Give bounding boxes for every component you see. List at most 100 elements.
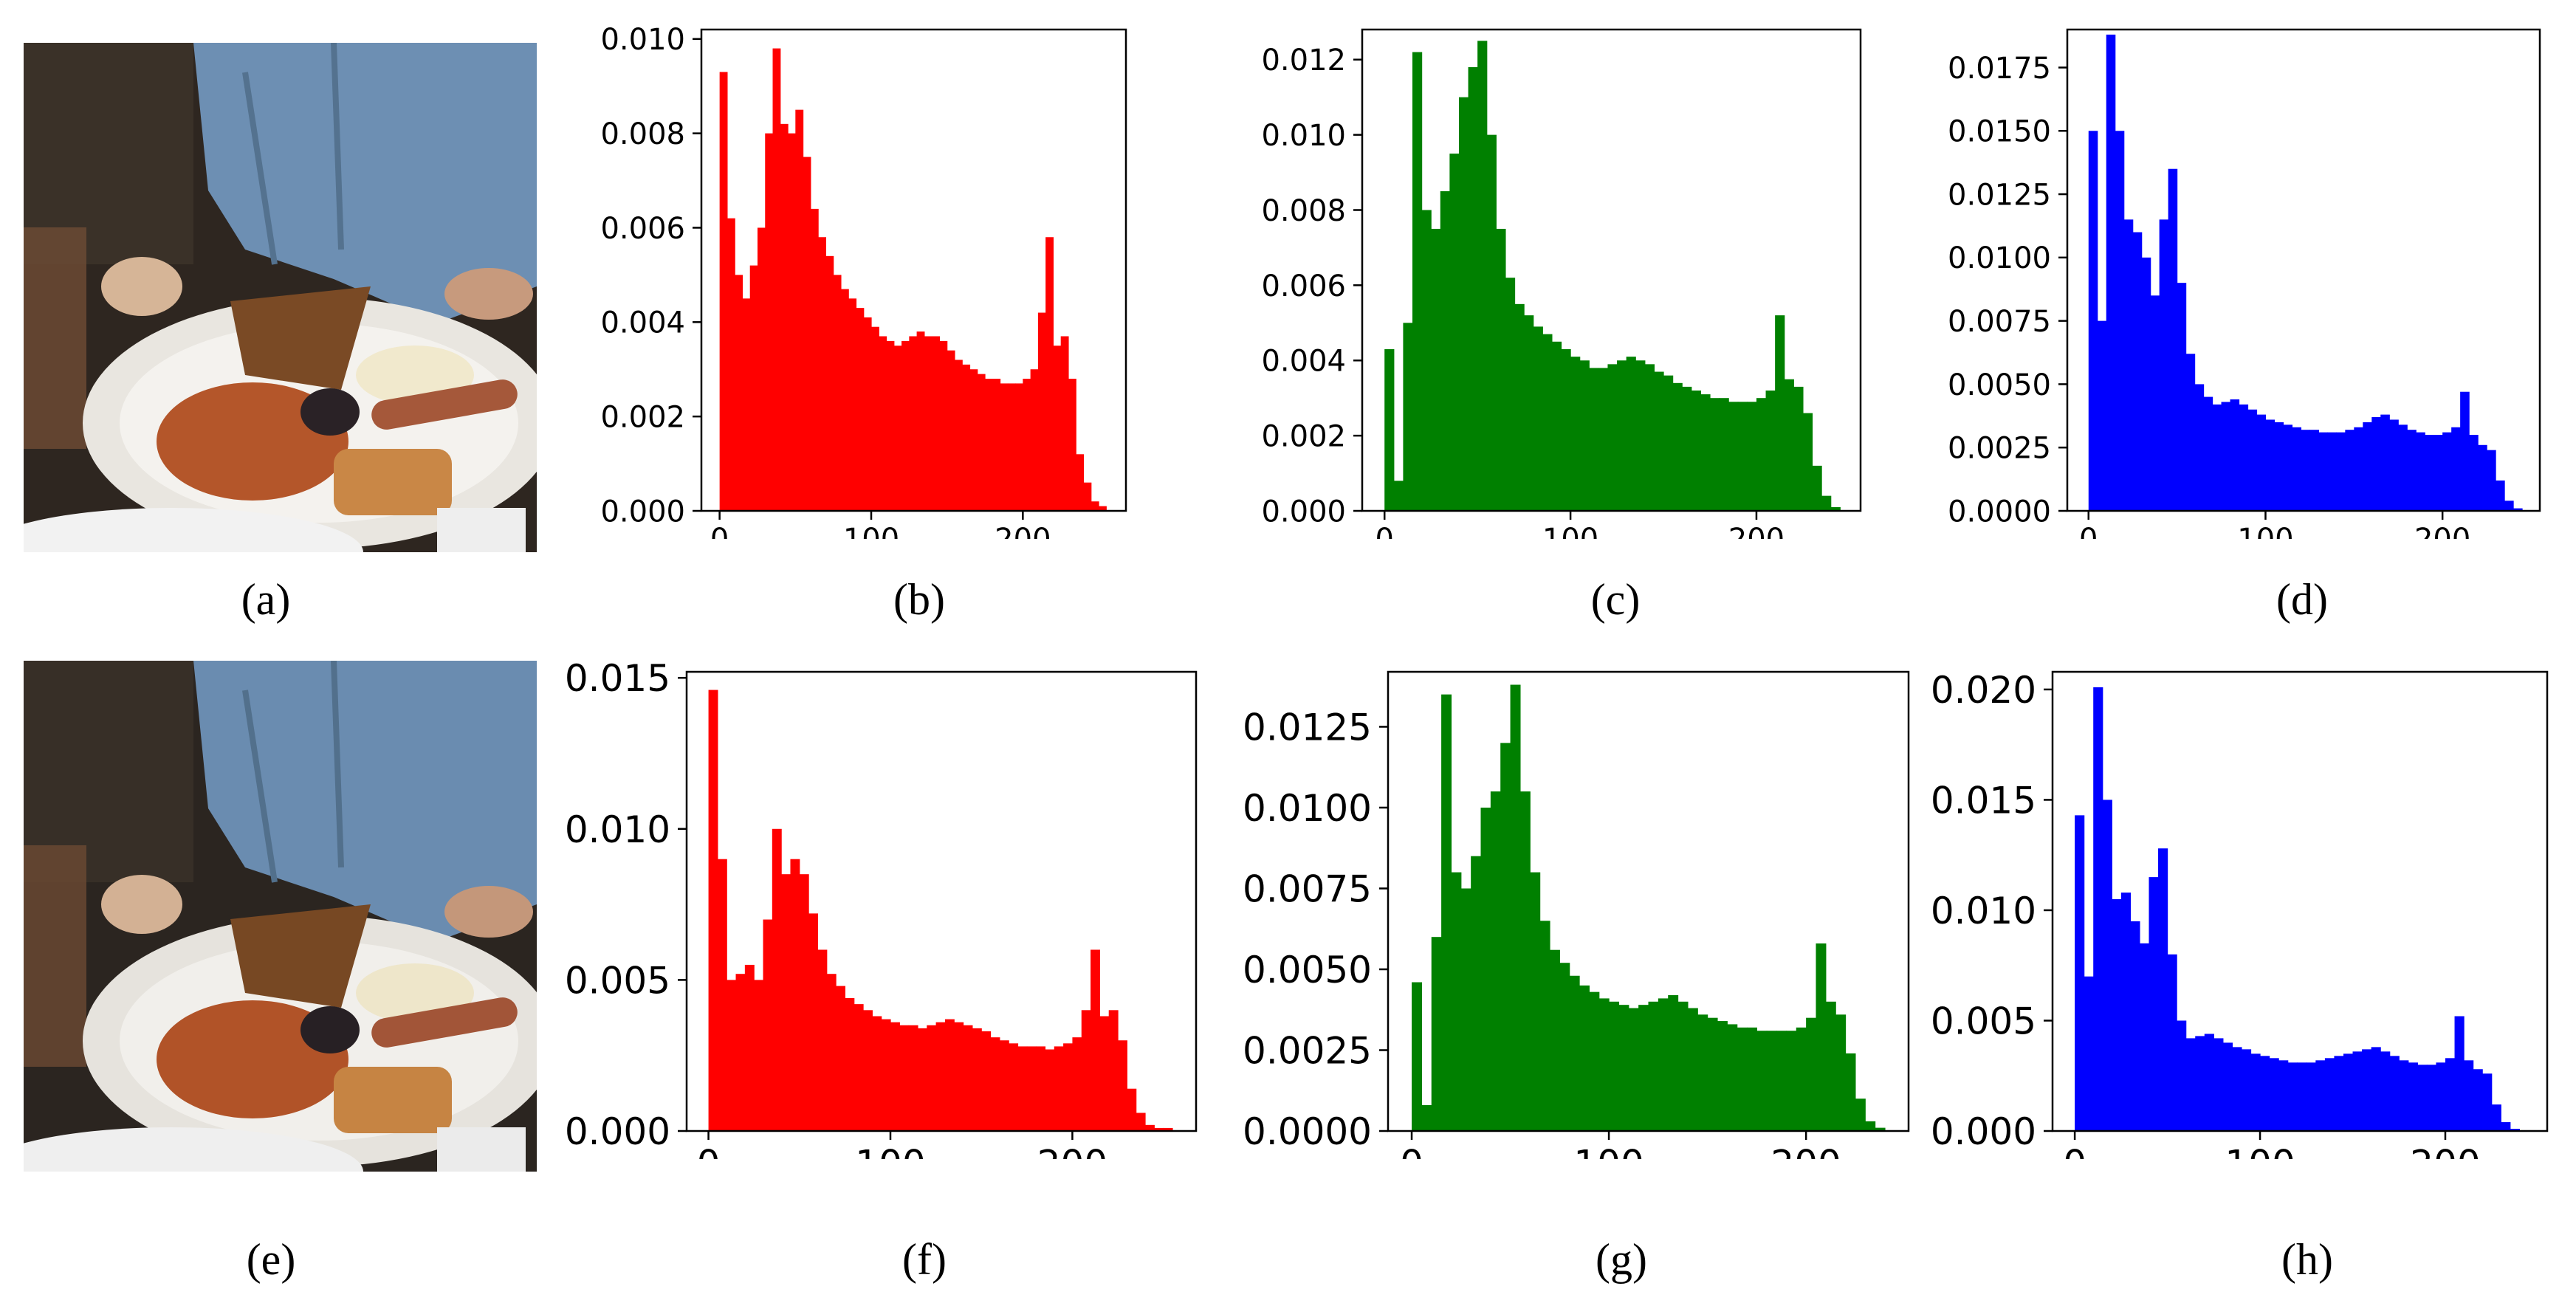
histogram-bar [1551,341,1562,511]
histogram-bar [1154,1127,1164,1131]
histogram-bar [1108,1010,1119,1131]
histogram-bar [2212,404,2222,511]
histogram-bar [1036,1046,1046,1131]
histogram-bar [2352,1051,2363,1131]
histogram-bar [1000,383,1009,511]
histogram-bar [2093,687,2103,1131]
histogram-bar [992,379,1001,511]
histogram-bar [2336,432,2346,511]
x-tick-label: 100 [2237,523,2293,539]
histogram-bar [1441,694,1452,1131]
histogram-bar [749,265,758,511]
histogram-bar [2260,1056,2270,1131]
histogram-bar [1598,368,1609,511]
histogram-bar [2221,402,2231,511]
histogram-bar [1687,1008,1698,1131]
histogram-bar [927,1025,937,1131]
histogram-bar [2362,1049,2372,1131]
x-tick-label: 0 [2063,1143,2086,1160]
histogram-c: 0.000 0.002 0.004 0.006 0.008 0.010 0.012 0 100 2… [1261,28,1862,539]
histogram-bar [1549,949,1560,1131]
caption-c: (c) [1590,575,1641,624]
histogram-bar [2371,1047,2381,1131]
histogram-bar [735,974,746,1131]
histogram-bar [2194,384,2205,511]
histogram-bar [836,986,845,1131]
histogram-bar [1709,398,1720,511]
histogram-bar [924,336,932,511]
histogram-bar [2232,1047,2242,1131]
histogram-bar [2269,1058,2279,1131]
histogram-bar [1037,312,1046,511]
caption-d: (d) [2276,575,2328,624]
histogram-bar [1412,982,1422,1131]
histogram-bar [799,874,809,1131]
y-tick-label: 0.005 [565,959,670,1002]
histogram-bar [2084,976,2094,1131]
histogram-bar [1440,191,1450,511]
histogram-b: 0.000 0.002 0.004 0.006 0.008 0.010 0 100 200 [600,23,1127,539]
y-tick-label: 0.015 [1931,779,2036,822]
histogram-bar [1821,495,1832,511]
histogram-bar [1081,1010,1091,1131]
histogram-bar [890,1022,900,1131]
histogram-bar [1677,1001,1689,1131]
histogram-bar [1471,856,1482,1131]
histogram-bar [899,1025,910,1131]
histogram-bar [1451,872,1462,1131]
histogram-bar [1009,1043,1019,1131]
axes-frame [2051,670,2549,1132]
y-tick-label: 0.0175 [1948,52,2051,86]
histogram-bar [2213,1038,2224,1131]
histogram-bar [742,298,751,511]
histogram-bar [790,859,800,1131]
histogram-bar [1480,807,1491,1131]
photo-e [24,661,537,1172]
histogram-bar [1486,134,1497,511]
histogram-bar [2112,899,2122,1131]
histogram-bar [2159,219,2169,511]
y-tick-label: 0.010 [1931,890,2036,932]
histogram-bar [2283,424,2293,511]
histogram-bar [2123,219,2134,511]
histogram-bar [2363,422,2372,511]
y-tick-label: 0.0000 [1243,1110,1372,1153]
histogram-bar [1533,326,1543,511]
histogram-bar [872,1016,882,1131]
histogram-bar [2167,954,2177,1131]
y-tick-label: 0.000 [600,495,685,529]
histogram-bar [1717,1021,1728,1131]
x-tick-label: 200 [1037,1143,1107,1160]
histogram-bar [2130,921,2140,1131]
histogram-bar [765,133,774,512]
histogram-bar [1127,1088,1137,1131]
histogram-bar [908,1025,918,1131]
histogram-bar [1530,872,1541,1131]
axes-frame [2066,28,2541,512]
histogram-bar [1569,975,1580,1131]
histogram-bar [2150,295,2160,511]
caption-f: (f) [902,1235,947,1284]
x-tick-label: 100 [843,523,899,539]
histogram-bar [1468,66,1478,511]
histogram-bar [2318,432,2328,511]
histogram-bar [2088,131,2098,511]
histogram-bar [2407,430,2417,511]
y-tick-label: 0.0000 [1948,495,2051,529]
histogram-bar [2496,480,2505,511]
histogram-bar [1737,402,1748,511]
y-tick-label: 0.002 [1261,420,1346,454]
histogram-bar [1519,791,1531,1131]
y-tick-label: 0.006 [1261,269,1346,303]
histogram-bar [1421,1104,1432,1131]
histogram-bar [2460,391,2470,511]
histogram-bar [1609,1001,1620,1131]
y-tick-label: 0.0075 [1948,305,2051,339]
histogram-bar [954,360,963,511]
histogram-bar [1691,391,1701,511]
histogram-bar [1707,1017,1718,1131]
y-tick-label: 0.0100 [1243,787,1372,830]
histogram-bar [2256,414,2267,511]
histogram-bar [962,364,971,511]
axes-frame [1361,28,1862,512]
